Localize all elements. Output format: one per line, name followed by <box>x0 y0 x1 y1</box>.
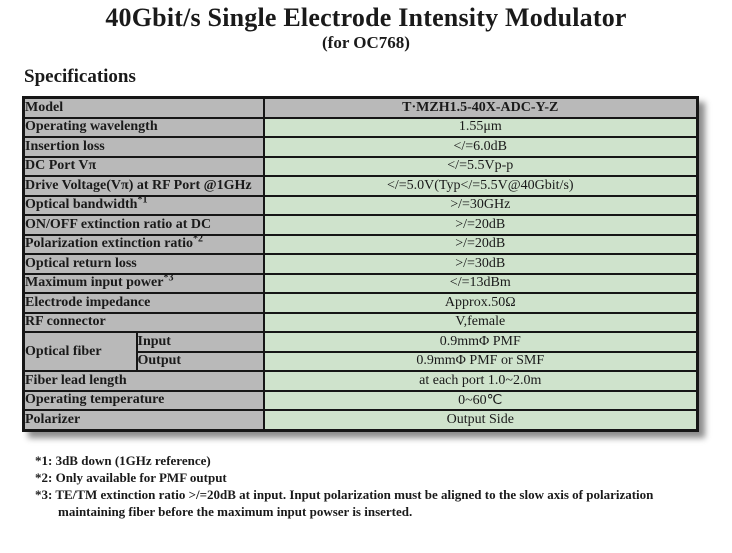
spec-value: >/=20dB <box>262 233 699 255</box>
spec-value: </=13dBm <box>262 272 699 294</box>
spec-label: Optical return loss <box>22 253 265 275</box>
table-row: Optical return loss >/=30dB <box>22 253 699 275</box>
spec-sublabel-output: Output <box>135 350 265 372</box>
spec-value: V,female <box>262 311 699 333</box>
spec-label: ON/OFF extinction ratio at DC <box>22 214 265 236</box>
spec-value: </=5.0V(Typ</=5.5V@40Gbit/s) <box>262 175 699 197</box>
spec-value: 0.9mmΦ PMF or SMF <box>262 350 699 372</box>
table-row: Operating wavelength 1.55μm <box>22 116 699 138</box>
spec-label: Operating temperature <box>22 389 265 411</box>
table-row: Maximum input power*3 </=13dBm <box>22 272 699 294</box>
table-row-model: Model T·MZH1.5-40X-ADC-Y-Z <box>22 96 699 119</box>
footnote-ref-3: *3 <box>163 273 174 284</box>
spec-value: >/=30GHz <box>262 194 699 216</box>
table-row: Optical bandwidth*1 >/=30GHz <box>22 194 699 216</box>
table-row: DC Port Vπ </=5.5Vp-p <box>22 155 699 177</box>
footnote-line-1: *1: 3dB down (1GHz reference) <box>35 452 211 468</box>
table-row: Fiber lead length at each port 1.0~2.0m <box>22 370 699 392</box>
page-subtitle: (for OC768) <box>322 33 410 52</box>
page-title: 40Gbit/s Single Electrode Intensity Modu… <box>105 3 627 32</box>
spec-label: Maximum input power*3 <box>22 272 265 294</box>
table-row: Insertion loss </=6.0dB <box>22 136 699 158</box>
spec-value: 0.9mmΦ PMF <box>262 331 699 353</box>
table-row: Electrode impedance Approx.50Ω <box>22 292 699 314</box>
spec-value: Output Side <box>262 409 699 431</box>
footnotes: *1: 3dB down (1GHz reference) *2: Only a… <box>35 452 732 520</box>
section-heading: Specifications <box>24 66 136 87</box>
table-row: Drive Voltage(Vπ) at RF Port @1GHz </=5.… <box>22 175 699 197</box>
spec-label: Optical bandwidth*1 <box>22 194 265 216</box>
spec-value: Approx.50Ω <box>262 292 699 314</box>
table-row: Operating temperature 0~60℃ <box>22 389 699 411</box>
spec-value: >/=20dB <box>262 214 699 236</box>
footnote-ref-1: *1 <box>137 195 148 206</box>
table-row: Polarization extinction ratio*2 >/=20dB <box>22 233 699 255</box>
spec-label-text: Maximum input power <box>25 275 164 291</box>
footnote-ref-2: *2 <box>192 234 203 245</box>
spec-label: Electrode impedance <box>22 292 265 314</box>
spec-value-model: T·MZH1.5-40X-ADC-Y-Z <box>262 96 699 119</box>
spec-label: Operating wavelength <box>22 116 265 138</box>
spec-label: Polarization extinction ratio*2 <box>22 233 265 255</box>
table-row-optical-fiber-input: Optical fiber Input 0.9mmΦ PMF <box>22 331 699 372</box>
footnote-line-3-continued: maintaining fiber before the maximum inp… <box>58 503 413 519</box>
table-row: RF connector V,female <box>22 311 699 333</box>
spec-label-text: Polarization extinction ratio <box>25 236 193 252</box>
spec-label: Model <box>22 96 265 119</box>
spec-label: RF connector <box>22 311 265 333</box>
spec-value: >/=30dB <box>262 253 699 275</box>
spec-label: Fiber lead length <box>22 370 265 392</box>
spec-value: </=6.0dB <box>262 136 699 158</box>
spec-value: at each port 1.0~2.0m <box>262 370 699 392</box>
spec-value: 1.55μm <box>262 116 699 138</box>
spec-label: Drive Voltage(Vπ) at RF Port @1GHz <box>22 175 265 197</box>
table-row: Polarizer Output Side <box>22 409 699 431</box>
spec-sublabel-input: Input <box>135 331 265 353</box>
specifications-table: Model T·MZH1.5-40X-ADC-Y-Z Operating wav… <box>22 96 700 432</box>
spec-label: Polarizer <box>22 409 265 431</box>
spec-label: Insertion loss <box>22 136 265 158</box>
spec-label-text: Optical bandwidth <box>25 197 138 213</box>
spec-label-optical-fiber: Optical fiber <box>22 331 138 372</box>
spec-label: DC Port Vπ <box>22 155 265 177</box>
footnote-line-2: *2: Only available for PMF output <box>35 469 227 485</box>
footnote-line-3: *3: TE/TM extinction ratio >/=20dB at in… <box>35 486 654 502</box>
spec-value: </=5.5Vp-p <box>262 155 699 177</box>
spec-value: 0~60℃ <box>262 389 699 411</box>
table-row: ON/OFF extinction ratio at DC >/=20dB <box>22 214 699 236</box>
